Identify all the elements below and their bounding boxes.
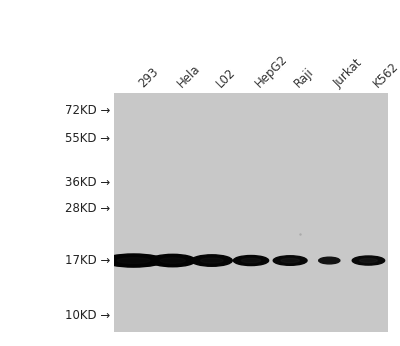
Ellipse shape [233, 256, 269, 265]
Ellipse shape [241, 258, 261, 263]
Text: 28KD →: 28KD → [65, 202, 110, 215]
Ellipse shape [192, 255, 232, 266]
Ellipse shape [352, 256, 385, 265]
Ellipse shape [273, 256, 307, 265]
Ellipse shape [360, 258, 377, 263]
Text: 72KD →: 72KD → [65, 104, 110, 117]
Ellipse shape [319, 257, 340, 264]
Text: HepG2: HepG2 [253, 52, 290, 90]
Text: L02: L02 [214, 66, 238, 90]
Ellipse shape [150, 254, 196, 267]
Text: Jurkat: Jurkat [331, 56, 365, 90]
Text: Hela: Hela [175, 62, 203, 90]
Ellipse shape [201, 258, 223, 263]
Ellipse shape [281, 258, 300, 263]
Text: Raji: Raji [292, 65, 317, 90]
Text: 10KD →: 10KD → [65, 309, 110, 322]
Ellipse shape [160, 258, 185, 263]
Text: K562: K562 [370, 60, 400, 90]
Ellipse shape [117, 257, 150, 264]
Text: 55KD →: 55KD → [65, 132, 110, 145]
Text: 293: 293 [136, 65, 160, 90]
Text: 17KD →: 17KD → [65, 254, 110, 267]
Ellipse shape [104, 254, 164, 267]
Text: 36KD →: 36KD → [65, 176, 110, 189]
